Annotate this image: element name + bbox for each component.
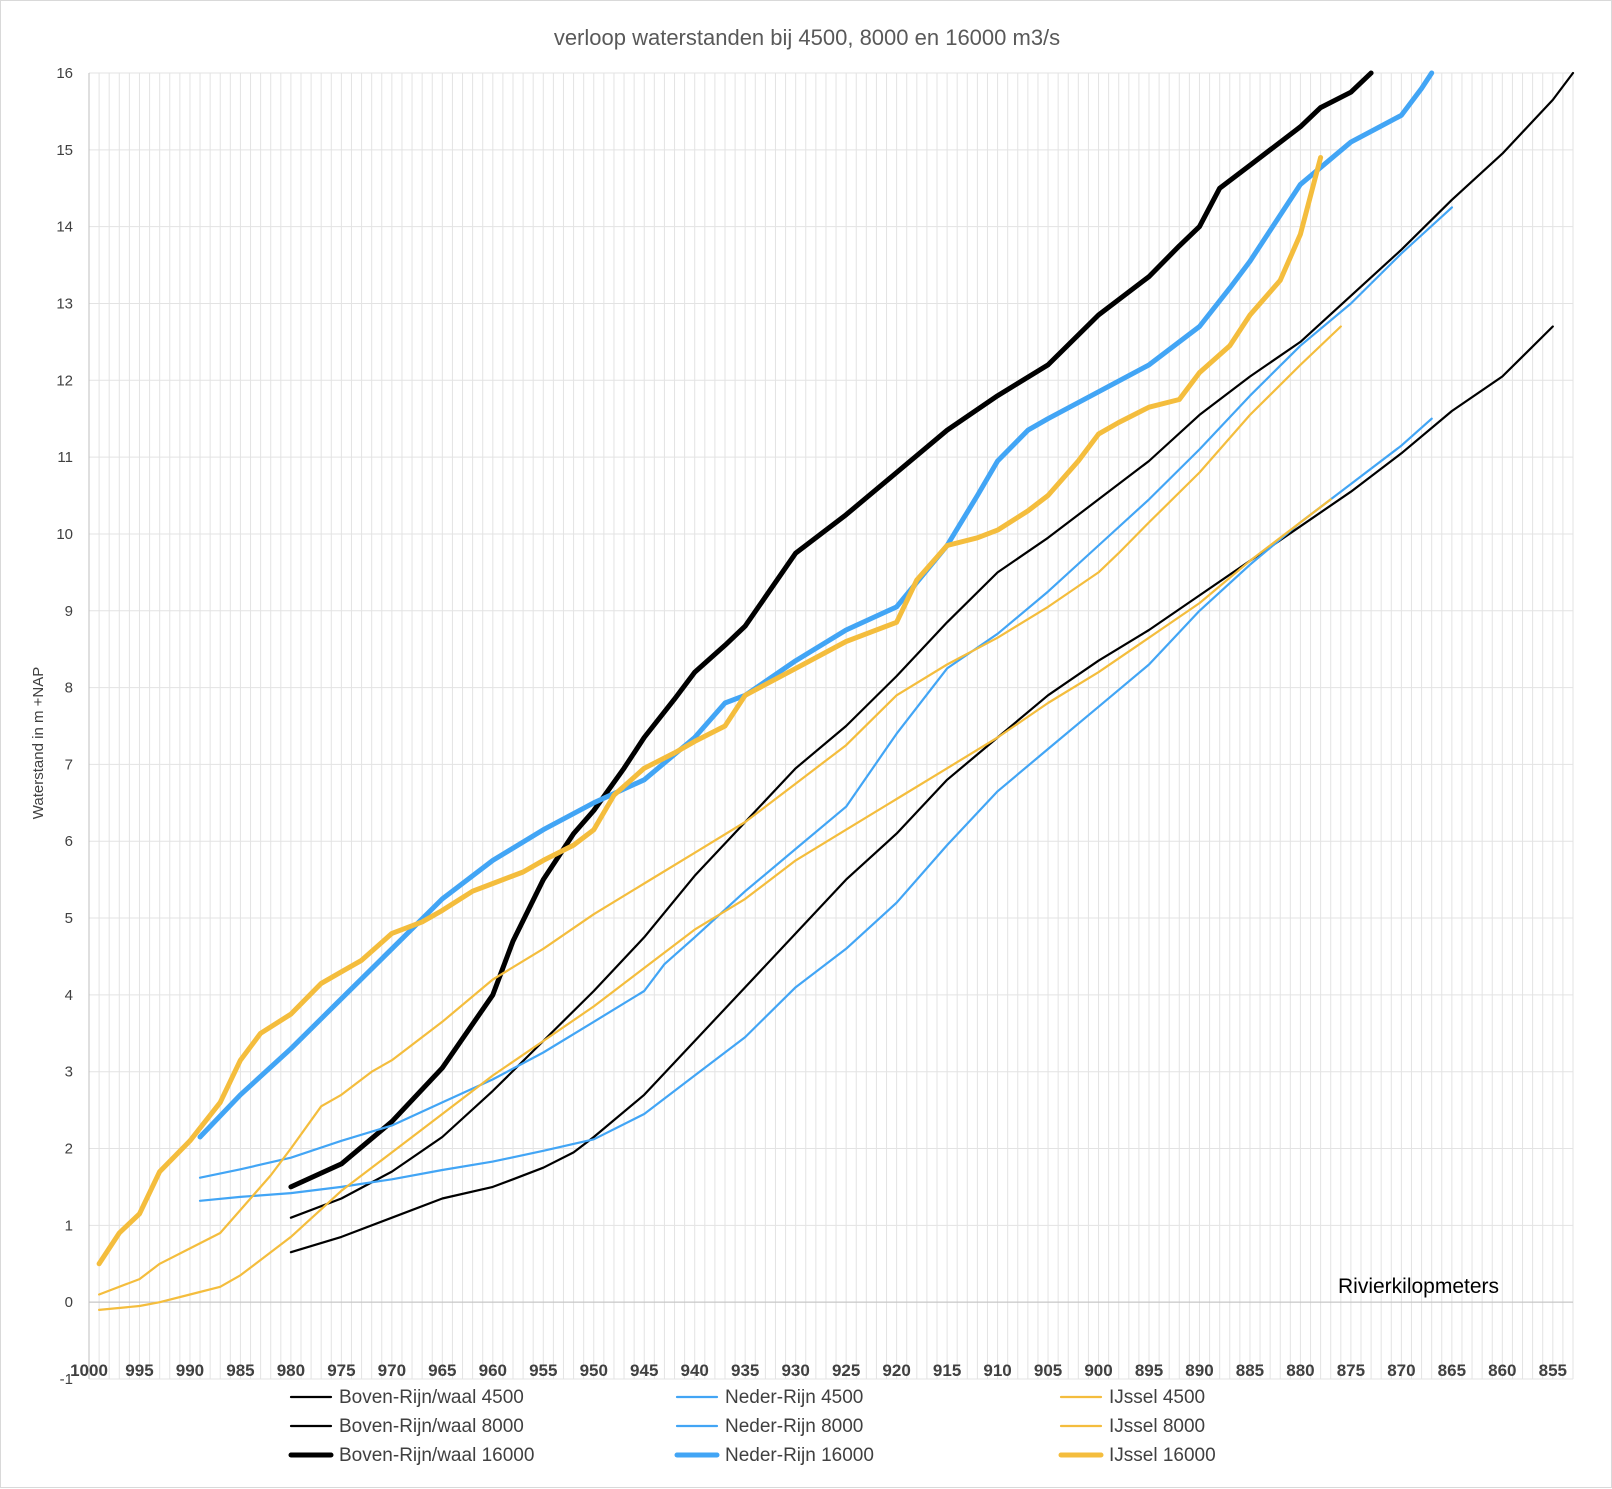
x-tick-label: 995 (125, 1361, 153, 1380)
legend-label: Neder-Rijn 8000 (725, 1416, 863, 1437)
series-line-ijssel-8000 (97, 325, 1342, 1296)
x-tick-label: 900 (1084, 1361, 1112, 1380)
y-tick-label: 13 (56, 295, 73, 312)
y-tick-label: 10 (56, 526, 73, 543)
x-tick-label: 870 (1387, 1361, 1415, 1380)
y-tick-label: 12 (56, 372, 73, 389)
x-tick-label: 945 (630, 1361, 658, 1380)
x-tick-label: 865 (1438, 1361, 1466, 1380)
x-tick-label: 910 (983, 1361, 1011, 1380)
x-tick-label: 975 (327, 1361, 355, 1380)
series-line-neder-rijn-16000 (197, 70, 1435, 1140)
legend-label: Neder-Rijn 16000 (725, 1445, 874, 1466)
grid (88, 72, 1574, 1380)
y-tick-label: 2 (65, 1141, 73, 1158)
series-line-boven-rijn-waal-16000 (288, 70, 1374, 1190)
x-tick-label: 895 (1135, 1361, 1163, 1380)
x-tick-label: 915 (933, 1361, 961, 1380)
x-tick-label: 885 (1236, 1361, 1264, 1380)
series-line-boven-rijn-waal-8000 (289, 71, 1575, 1219)
y-tick-label: 1 (65, 1217, 73, 1234)
y-axis-label: Waterstand in m +NAP (30, 667, 47, 819)
x-tick-label: 930 (781, 1361, 809, 1380)
series-line-boven-rijn-waal-4500 (289, 325, 1554, 1254)
x-tick-label: 875 (1337, 1361, 1365, 1380)
y-tick-label: 4 (65, 987, 73, 1004)
legend-label: Boven-Rijn/waal 16000 (339, 1445, 534, 1466)
x-tick-label: 960 (479, 1361, 507, 1380)
y-tick-label: 6 (65, 833, 73, 850)
legend-label: Boven-Rijn/waal 4500 (339, 1387, 524, 1408)
legend-label: IJssel 4500 (1109, 1387, 1205, 1408)
x-tick-label: 990 (176, 1361, 204, 1380)
x-tick-label: 860 (1488, 1361, 1516, 1380)
x-tick-label: 880 (1286, 1361, 1314, 1380)
x-tick-label: 970 (378, 1361, 406, 1380)
y-tick-label: 15 (56, 142, 73, 159)
series-line-neder-rijn-8000 (198, 206, 1454, 1179)
legend-label: IJssel 16000 (1109, 1445, 1216, 1466)
x-tick-label: 890 (1185, 1361, 1213, 1380)
legend-label: Neder-Rijn 4500 (725, 1387, 863, 1408)
series-line-ijssel-4500 (97, 498, 1332, 1312)
series-lines (96, 70, 1575, 1312)
y-tick-label: 3 (65, 1064, 73, 1081)
x-tick-label: 935 (731, 1361, 759, 1380)
y-tick-label: 14 (56, 219, 73, 236)
x-tick-label: 905 (1034, 1361, 1062, 1380)
series-line-neder-rijn-4500 (198, 417, 1433, 1202)
x-tick-label: 950 (580, 1361, 608, 1380)
x-axis-ticks: 1000 995 990 985 980 975 970 965 960 955 950 945 940… (70, 1361, 1567, 1380)
x-tick-label: 965 (428, 1361, 456, 1380)
y-tick-label: 0 (65, 1294, 73, 1311)
y-tick-label: 11 (57, 449, 73, 466)
y-tick-label: 9 (65, 603, 73, 620)
x-tick-label: 1000 (70, 1361, 108, 1380)
y-tick-label: 16 (56, 65, 73, 82)
legend-label: Boven-Rijn/waal 8000 (339, 1416, 524, 1437)
x-tick-label: 980 (277, 1361, 305, 1380)
x-tick-label: 985 (226, 1361, 254, 1380)
legend-label: IJssel 8000 (1109, 1416, 1205, 1437)
x-tick-label: 855 (1539, 1361, 1567, 1380)
x-tick-label: 925 (832, 1361, 860, 1380)
y-tick-label: 5 (65, 910, 73, 927)
chart-title: verloop waterstanden bij 4500, 8000 en 1… (554, 25, 1060, 50)
y-tick-label: 8 (65, 680, 73, 697)
x-tick-label: 955 (529, 1361, 557, 1380)
x-tick-label: 940 (681, 1361, 709, 1380)
x-axis-label: Rivierkilopmeters (1338, 1275, 1499, 1298)
y-tick-label: -1 (60, 1371, 73, 1388)
series-line-ijssel-16000 (96, 155, 1324, 1267)
x-tick-label: 920 (882, 1361, 910, 1380)
y-tick-label: 7 (65, 756, 73, 773)
legend: Boven-Rijn/waal 4500 Boven-Rijn/waal 8000… (288, 1387, 1216, 1466)
